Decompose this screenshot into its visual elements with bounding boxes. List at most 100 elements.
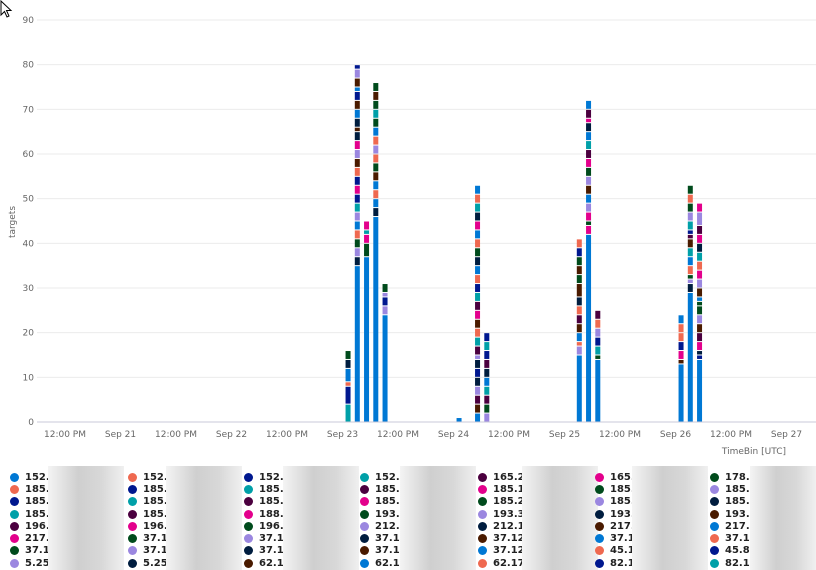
bar-segment[interactable] [576, 333, 582, 342]
bar-segment[interactable] [697, 306, 703, 315]
legend-item[interactable]: 37.120 [244, 532, 298, 544]
bar-segment[interactable] [687, 266, 693, 275]
bar-segment[interactable] [382, 292, 388, 297]
bar[interactable] [484, 333, 490, 422]
bar-segment[interactable] [484, 386, 490, 395]
bar-segment[interactable] [697, 355, 703, 359]
bar-segment[interactable] [687, 239, 693, 248]
bar-segment[interactable] [345, 404, 351, 422]
bar-segment[interactable] [373, 199, 379, 208]
legend-item[interactable]: 185. [595, 483, 635, 495]
bar-segment[interactable] [373, 100, 379, 109]
bar-segment[interactable] [382, 306, 388, 315]
bar-segment[interactable] [475, 319, 481, 328]
bar-segment[interactable] [687, 221, 693, 230]
bar-segment[interactable] [373, 163, 379, 172]
bar-segment[interactable] [595, 359, 601, 422]
bar-segment[interactable] [595, 355, 601, 359]
bar-segment[interactable] [475, 248, 481, 257]
bar-segment[interactable] [354, 109, 360, 118]
bar-segment[interactable] [678, 364, 684, 422]
bar-segment[interactable] [678, 351, 684, 359]
bar-segment[interactable] [697, 324, 703, 333]
bar[interactable] [345, 351, 351, 422]
bar-segment[interactable] [373, 91, 379, 100]
bar-segment[interactable] [586, 150, 592, 158]
legend-item[interactable]: 217. [710, 520, 750, 532]
bar-segment[interactable] [364, 243, 370, 257]
bar-segment[interactable] [354, 167, 360, 176]
bar-segment[interactable] [475, 230, 481, 239]
bar-segment[interactable] [354, 141, 360, 150]
bar-segment[interactable] [576, 342, 582, 346]
bar-segment[interactable] [697, 261, 703, 270]
bar-segment[interactable] [373, 154, 379, 163]
bar-segment[interactable] [475, 301, 481, 310]
bar[interactable] [576, 239, 582, 422]
bar-segment[interactable] [576, 297, 582, 306]
bar-segment[interactable] [576, 306, 582, 315]
bar[interactable] [456, 418, 462, 422]
legend-item[interactable]: 185. [10, 483, 50, 495]
bar-segment[interactable] [345, 368, 351, 382]
bar-segment[interactable] [586, 100, 592, 109]
bar-segment[interactable] [345, 359, 351, 368]
bar-segment[interactable] [586, 141, 592, 150]
bar-segment[interactable] [475, 346, 481, 355]
bar-segment[interactable] [373, 127, 379, 136]
bar[interactable] [475, 185, 481, 422]
bar-segment[interactable] [475, 337, 481, 346]
bar-segment[interactable] [586, 167, 592, 176]
legend-item[interactable]: 217. [10, 532, 50, 544]
legend-item[interactable]: 152.8 [360, 471, 407, 483]
legend-item[interactable]: 178. [710, 471, 750, 483]
bar-segment[interactable] [373, 109, 379, 118]
bar-segment[interactable] [475, 310, 481, 319]
legend-item[interactable]: 185. [595, 496, 635, 508]
bar-segment[interactable] [475, 257, 481, 266]
bar-segment[interactable] [475, 368, 481, 377]
legend-item[interactable]: 185.2 [128, 496, 175, 508]
bar-segment[interactable] [373, 172, 379, 181]
bar-segment[interactable] [687, 292, 693, 422]
legend-item[interactable]: 37.12 [128, 545, 175, 557]
legend-item[interactable]: 5.253 [128, 557, 175, 569]
bar-segment[interactable] [697, 203, 703, 212]
legend-item[interactable]: 188.92 [244, 508, 298, 520]
legend-item[interactable]: 185.2 [360, 496, 407, 508]
bar-segment[interactable] [382, 284, 388, 292]
bar-segment[interactable] [576, 239, 582, 248]
bar-segment[interactable] [475, 275, 481, 284]
bar-segment[interactable] [687, 203, 693, 212]
bar-segment[interactable] [697, 252, 703, 261]
legend-item[interactable]: 185. [710, 483, 750, 495]
bar-segment[interactable] [475, 404, 481, 413]
bar-segment[interactable] [687, 234, 693, 239]
legend-item[interactable]: 62.171 [244, 557, 298, 569]
legend-item[interactable]: 212. [360, 520, 407, 532]
bar-segment[interactable] [586, 123, 592, 132]
bar-segment[interactable] [373, 181, 379, 190]
legend-item[interactable]: 152.89 [244, 471, 298, 483]
bar-segment[interactable] [364, 221, 370, 230]
bar-segment[interactable] [484, 377, 490, 386]
bar-segment[interactable] [697, 301, 703, 306]
bar-segment[interactable] [576, 324, 582, 333]
bar-segment[interactable] [475, 203, 481, 212]
bar-segment[interactable] [576, 275, 582, 284]
bar-segment[interactable] [687, 185, 693, 194]
bar-segment[interactable] [586, 185, 592, 194]
bar-segment[interactable] [484, 351, 490, 359]
legend-item[interactable]: 37.12 [360, 545, 407, 557]
bar-segment[interactable] [354, 239, 360, 248]
bar[interactable] [364, 221, 370, 422]
legend-item[interactable]: 37.1 [595, 532, 635, 544]
legend-item[interactable]: 185. [710, 496, 750, 508]
bar-segment[interactable] [697, 225, 703, 234]
legend-item[interactable]: 37.12 [360, 532, 407, 544]
bar-segment[interactable] [586, 194, 592, 203]
bar-segment[interactable] [595, 346, 601, 355]
bar-segment[interactable] [576, 248, 582, 257]
bar-segment[interactable] [687, 248, 693, 257]
legend-item[interactable]: 37.1 [10, 545, 50, 557]
